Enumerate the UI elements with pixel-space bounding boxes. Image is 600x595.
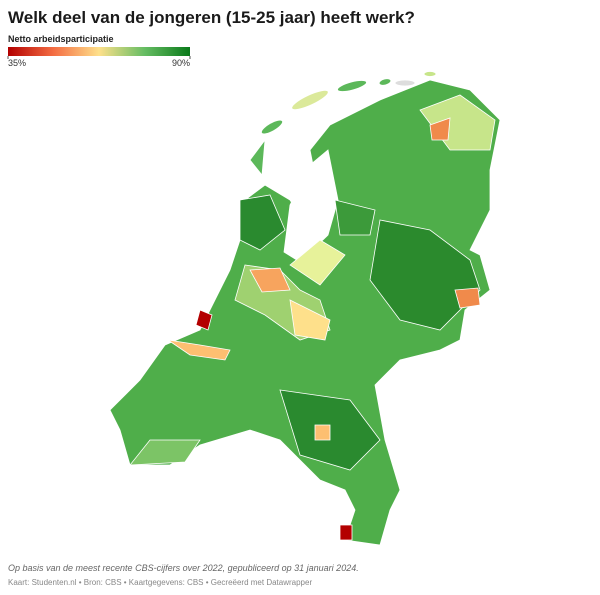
- region: [129, 439, 201, 466]
- region: [339, 524, 353, 541]
- legend-gradient: [8, 47, 190, 56]
- islands: [249, 71, 437, 177]
- region: [249, 267, 291, 293]
- region: [239, 194, 286, 251]
- region: [419, 94, 496, 151]
- region: [429, 117, 451, 141]
- map: 35% 90%: [7, 47, 501, 546]
- country: [109, 79, 501, 546]
- legend-title: Netto arbeidsparticipatie: [8, 34, 114, 44]
- region: [167, 339, 231, 361]
- region: [314, 424, 331, 441]
- region: [334, 199, 376, 236]
- footnote: Op basis van de meest recente CBS-cijfer…: [8, 563, 359, 573]
- region: [195, 309, 213, 331]
- region: [289, 299, 331, 341]
- legend-label: 35%: [8, 58, 26, 68]
- legend-label: 90%: [172, 58, 190, 68]
- region: [369, 219, 481, 331]
- region: [454, 287, 481, 309]
- region: [289, 239, 346, 286]
- source: Kaart: Studenten.nl • Bron: CBS • Kaartg…: [8, 578, 313, 587]
- title: Welk deel van de jongeren (15-25 jaar) h…: [8, 8, 415, 27]
- lake: [283, 149, 339, 263]
